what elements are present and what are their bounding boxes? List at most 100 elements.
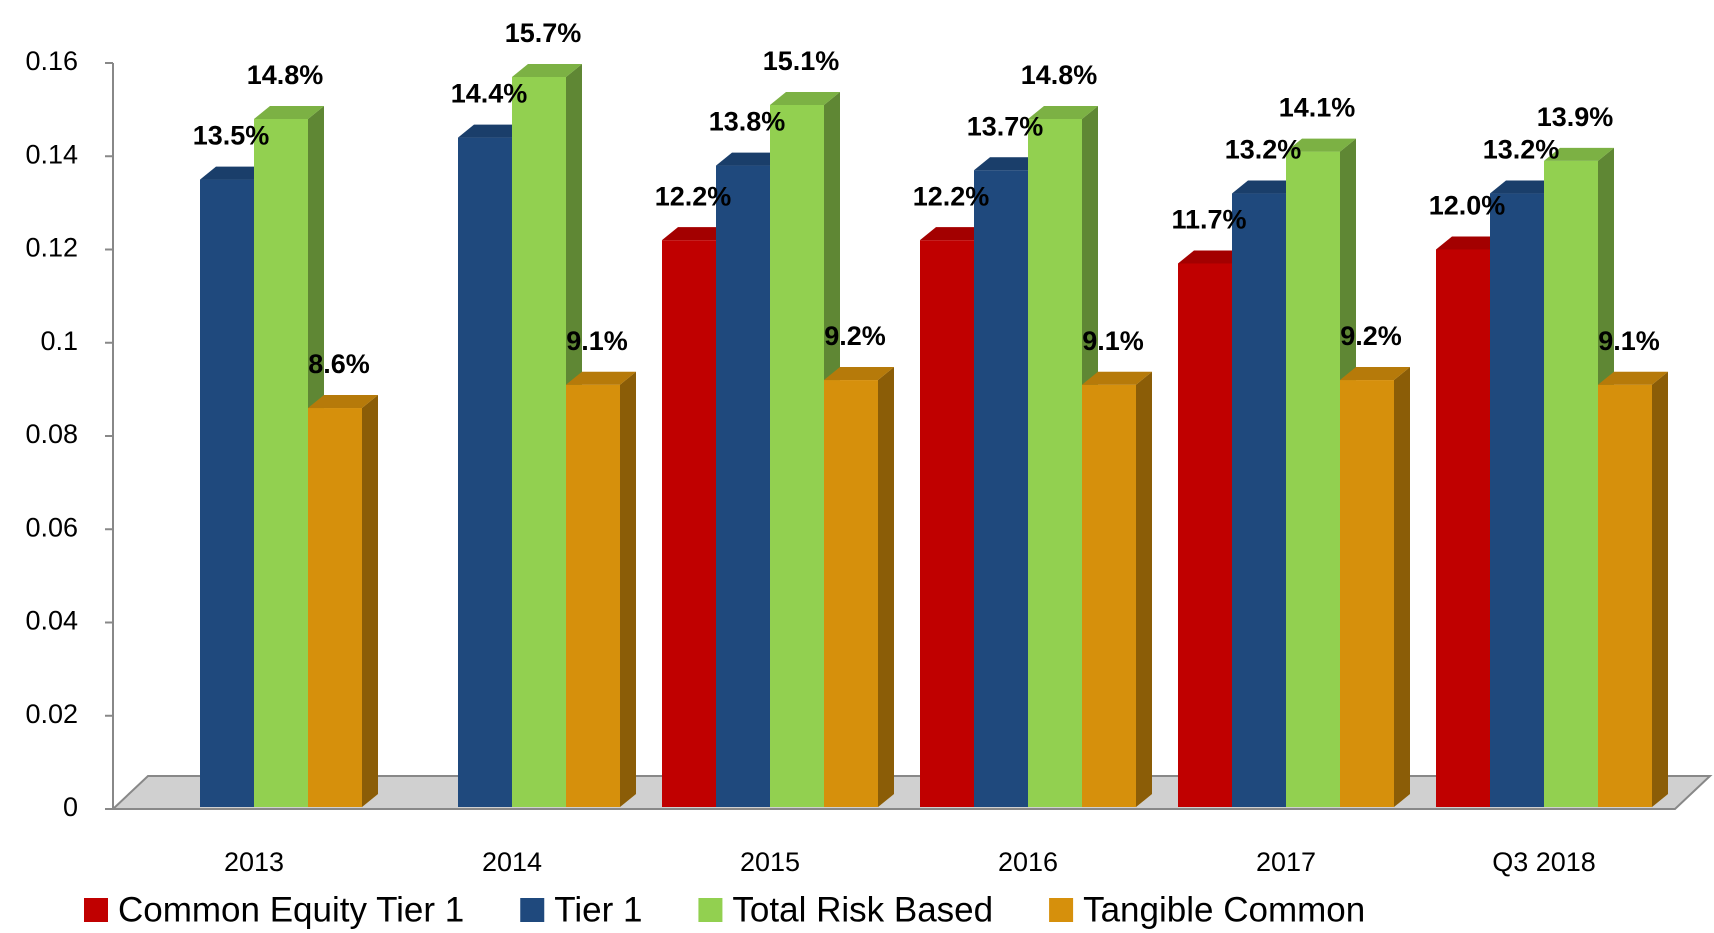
bar-side	[620, 371, 636, 807]
bar-top-shade	[920, 227, 990, 241]
bar-side	[362, 395, 378, 807]
bar-side	[878, 367, 894, 807]
legend-swatch	[84, 898, 108, 922]
bar-top	[200, 166, 270, 180]
data-label: 13.2%	[1483, 135, 1560, 165]
bar	[566, 384, 620, 807]
bar	[254, 118, 308, 807]
bar	[1340, 380, 1394, 807]
bar-top-shade	[1544, 147, 1614, 161]
data-label: 15.7%	[505, 18, 582, 48]
bar	[1232, 193, 1286, 808]
data-label: 12.0%	[1429, 191, 1506, 221]
legend-label: Tier 1	[554, 890, 642, 929]
y-tick-label: 0	[63, 792, 78, 822]
bar-top-shade	[1598, 371, 1668, 385]
bar-top-shade	[1232, 180, 1302, 194]
bar-top	[1490, 180, 1560, 194]
bar-side-shade	[1652, 371, 1668, 807]
x-tick-label: 2014	[482, 847, 542, 877]
bar-top-shade	[254, 105, 324, 119]
y-tick-label: 0.06	[25, 512, 78, 542]
bar-top-shade	[566, 371, 636, 385]
data-label: 11.7%	[1171, 205, 1246, 235]
bar-side	[1394, 367, 1410, 807]
data-label: 9.2%	[1340, 321, 1402, 351]
y-tick-label: 0.08	[25, 419, 78, 449]
bar	[1436, 249, 1490, 807]
data-label: 9.1%	[1598, 326, 1660, 356]
bar	[824, 380, 878, 807]
bar-top-shade	[974, 157, 1044, 171]
bar-top	[1232, 180, 1302, 194]
x-tick-label: 2013	[224, 847, 284, 877]
x-tick-label: 2016	[998, 847, 1058, 877]
y-tick-label: 0.12	[25, 233, 78, 263]
bar	[1544, 160, 1598, 808]
bar-side-shade	[620, 371, 636, 807]
bar	[308, 408, 362, 807]
data-label: 14.1%	[1279, 93, 1356, 123]
bar-top-shade	[1178, 250, 1248, 264]
bar	[920, 240, 974, 808]
bar-top-shade	[1082, 371, 1152, 385]
bar-top	[1340, 367, 1410, 381]
data-label: 9.1%	[566, 326, 628, 356]
data-label: 15.1%	[763, 46, 840, 76]
bar-top-shade	[1286, 138, 1356, 152]
legend-swatch	[698, 898, 723, 922]
bar-top-shade	[1436, 236, 1506, 250]
data-label: 9.1%	[1082, 326, 1144, 356]
data-label: 8.6%	[308, 349, 370, 379]
data-label: 13.9%	[1537, 102, 1614, 132]
data-label: 13.7%	[967, 111, 1044, 141]
bar	[1082, 384, 1136, 807]
bar-top	[512, 63, 582, 77]
bar-top	[254, 105, 324, 119]
bar-side-shade	[878, 367, 894, 807]
bar-top	[920, 227, 990, 241]
x-tick-label: 2015	[740, 847, 800, 877]
bar	[1028, 118, 1082, 807]
bar-top	[1028, 105, 1098, 119]
legend-label: Total Risk Based	[732, 890, 993, 929]
data-label: 14.8%	[247, 60, 324, 90]
data-label: 12.2%	[913, 181, 990, 211]
bar-top	[458, 124, 528, 138]
bar-top	[566, 371, 636, 385]
bar-top-shade	[824, 367, 894, 381]
bar	[512, 76, 566, 808]
bar	[458, 137, 512, 808]
y-tick-label: 0.14	[25, 139, 78, 169]
bar-top-shade	[458, 124, 528, 138]
bar-top-shade	[1490, 180, 1560, 194]
bar-top	[716, 152, 786, 166]
bar	[716, 165, 770, 807]
x-tick-label: 2017	[1256, 847, 1316, 877]
bar-top-shade	[200, 166, 270, 180]
bar-top	[308, 395, 378, 409]
bar	[1286, 151, 1340, 807]
y-tick-label: 0.1	[40, 326, 78, 356]
bar-top	[1082, 371, 1152, 385]
bar-top-shade	[716, 152, 786, 166]
bar-top	[770, 91, 840, 105]
bar-side-shade	[1136, 371, 1152, 807]
x-tick-label: Q3 2018	[1492, 847, 1596, 877]
y-tick-label: 0.04	[25, 606, 78, 636]
bar-top	[1544, 147, 1614, 161]
bar	[1598, 384, 1652, 807]
bar-top-shade	[770, 91, 840, 105]
bar	[662, 240, 716, 808]
bar-top	[974, 157, 1044, 171]
bar-side-shade	[1394, 367, 1410, 807]
data-label: 12.2%	[655, 181, 732, 211]
data-label: 14.8%	[1021, 60, 1098, 90]
y-tick-label: 0.02	[25, 699, 78, 729]
y-tick-label: 0.16	[25, 46, 78, 76]
bar-top	[1286, 138, 1356, 152]
data-label: 13.8%	[709, 107, 786, 137]
legend-swatch	[1049, 898, 1074, 922]
bar	[200, 179, 254, 807]
